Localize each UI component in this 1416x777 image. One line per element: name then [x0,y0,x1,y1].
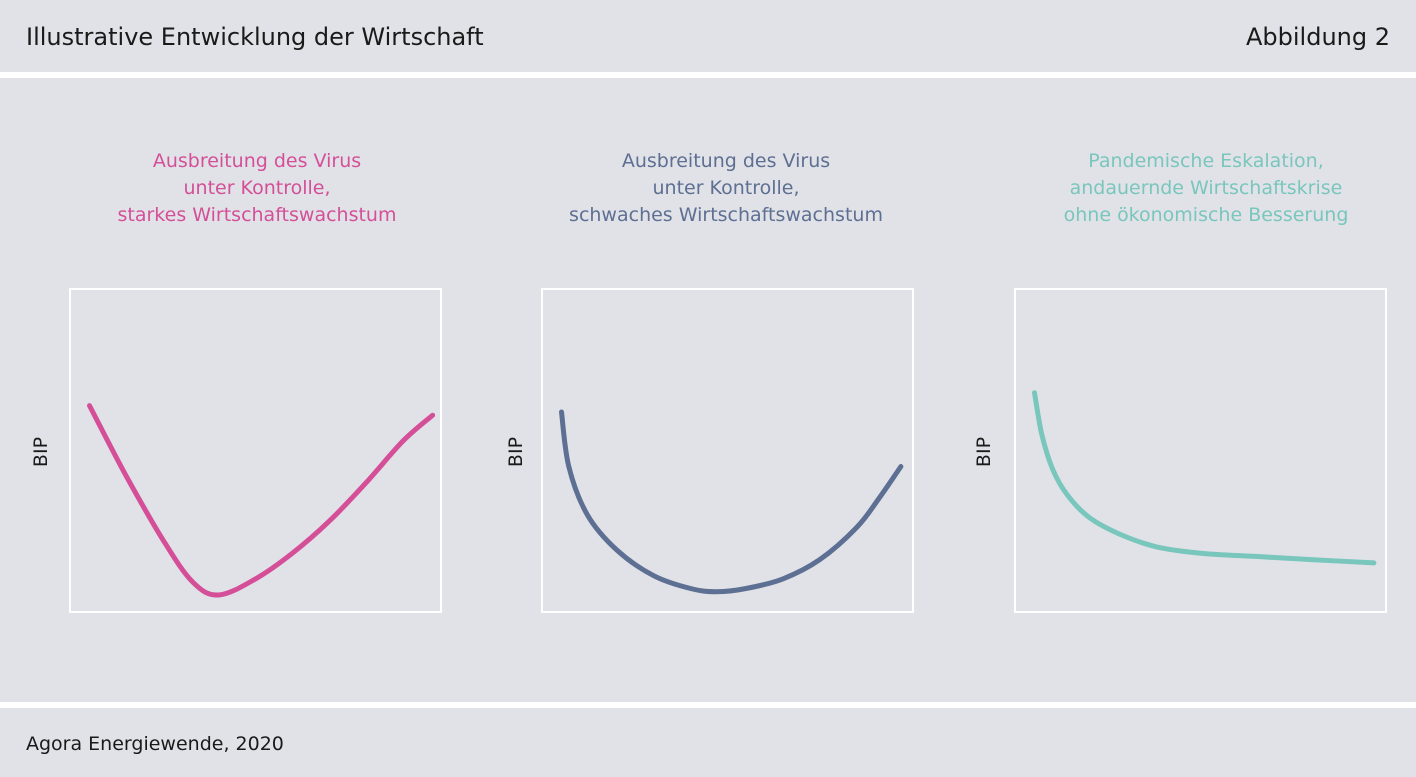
panel-title-strong-growth: Ausbreitung des Virus unter Kontrolle, s… [117,150,397,226]
plot-frame-strong-growth [69,288,442,613]
panel-title-weak-growth: Ausbreitung des Virus unter Kontrolle, s… [569,150,883,226]
figure-label: Abbildung 2 [1245,23,1390,51]
plot-frame-weak-growth [541,288,914,613]
header-band: Illustrative Entwicklung der Wirtschaft … [0,0,1416,72]
page-title: Illustrative Entwicklung der Wirtschaft [26,23,484,51]
plot-frame-crisis [1014,288,1387,613]
curve-crisis [1032,390,1377,566]
curves-layer [87,390,1377,598]
source-note: Agora Energiewende, 2020 [26,733,284,755]
panel-title-crisis: Pandemische Eskalation, andauernde Wirts… [1063,150,1349,226]
footer-band: Agora Energiewende, 2020 [0,708,1416,777]
curve-weak-growth [559,409,904,595]
chart-area: Ausbreitung des Virus unter Kontrolle, s… [0,78,1416,702]
curve-strong-growth [87,403,436,598]
